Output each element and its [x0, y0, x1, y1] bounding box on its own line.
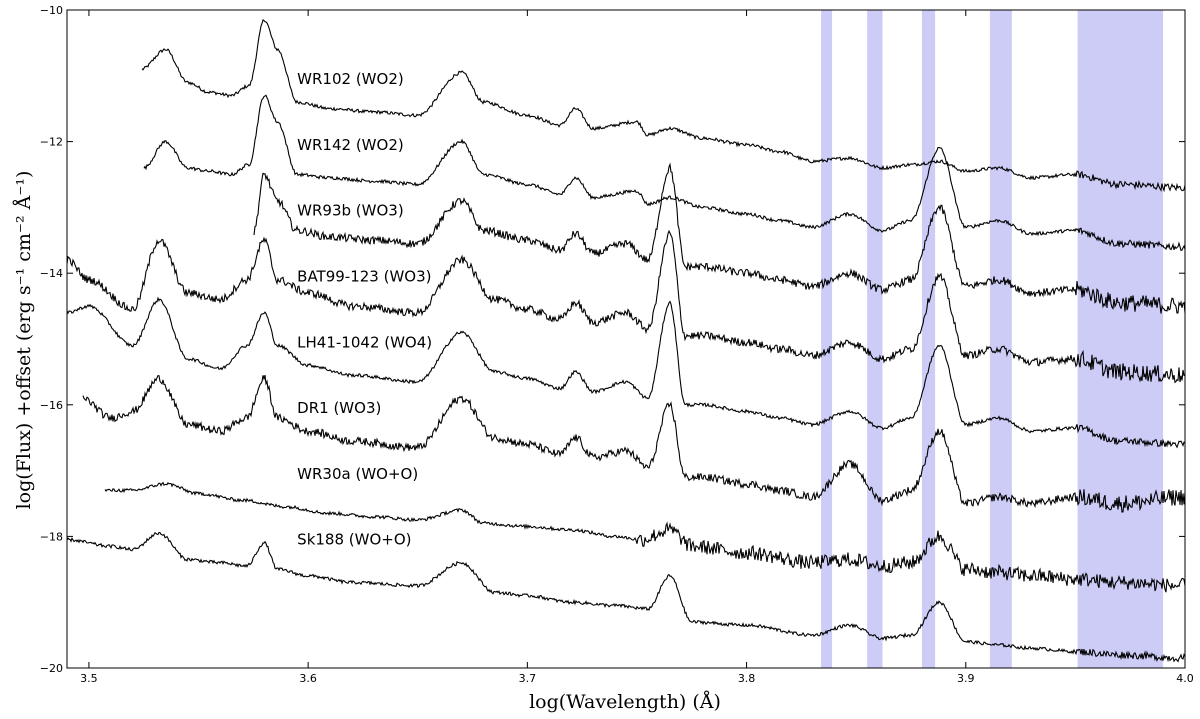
axis-ticks: 3.5 3.6 3.7 3.8 3.9 4.0 −10 −12 −14 −16 −18 −20 [40, 4, 1194, 685]
series-label-2: WR142 (WO2) [297, 136, 404, 154]
series-label-6: DR1 (WO3) [297, 399, 381, 417]
x-tick-label-1: 3.5 [80, 672, 98, 685]
telluric-band-4 [989, 10, 1012, 668]
x-tick-label-4: 3.8 [738, 672, 756, 685]
telluric-bands [821, 10, 1164, 668]
y-tick-label-1: −10 [40, 4, 63, 17]
y-tick-label-4: −16 [40, 399, 63, 412]
spectrum-line-1 [141, 19, 1186, 193]
telluric-band-5 [1077, 10, 1164, 668]
series-label-7: WR30a (WO+O) [297, 465, 418, 483]
x-tick-label-6: 4.0 [1176, 672, 1194, 685]
spectrum-line-4 [66, 229, 1186, 384]
x-tick-label-5: 3.9 [957, 672, 975, 685]
spectrum-line-7 [104, 481, 1186, 593]
plot-frame [66, 9, 1186, 669]
telluric-band-3 [921, 10, 936, 668]
telluric-band-2 [867, 10, 883, 668]
y-tick-label-2: −12 [40, 136, 63, 149]
y-tick-label-6: −20 [40, 662, 63, 675]
spectrum-line-5 [66, 296, 1186, 449]
spectra-lines [66, 19, 1186, 663]
spectrum-line-3 [253, 162, 1186, 314]
y-tick-label-5: −18 [40, 530, 63, 543]
series-labels: WR102 (WO2) WR142 (WO2) WR93b (WO3) BAT99-1… [297, 70, 432, 549]
spectrum-line-2 [143, 94, 1186, 252]
x-tick-label-3: 3.7 [519, 672, 537, 685]
spectrum-line-8 [66, 531, 1186, 663]
y-axis-label: log(Flux) +offset (erg s⁻¹ cm⁻² Å⁻¹) [13, 171, 35, 510]
series-label-5: LH41-1042 (WO4) [297, 333, 432, 351]
series-label-4: BAT99-123 (WO3) [297, 267, 431, 285]
telluric-band-1 [821, 10, 833, 668]
x-tick-label-2: 3.6 [299, 672, 317, 685]
series-label-8: Sk188 (WO+O) [297, 531, 411, 549]
y-tick-label-3: −14 [40, 267, 63, 280]
series-label-1: WR102 (WO2) [297, 70, 404, 88]
spectrum-line-6 [82, 374, 1186, 513]
series-label-3: WR93b (WO3) [297, 202, 404, 220]
x-axis-label: log(Wavelength) (Å) [529, 691, 721, 713]
